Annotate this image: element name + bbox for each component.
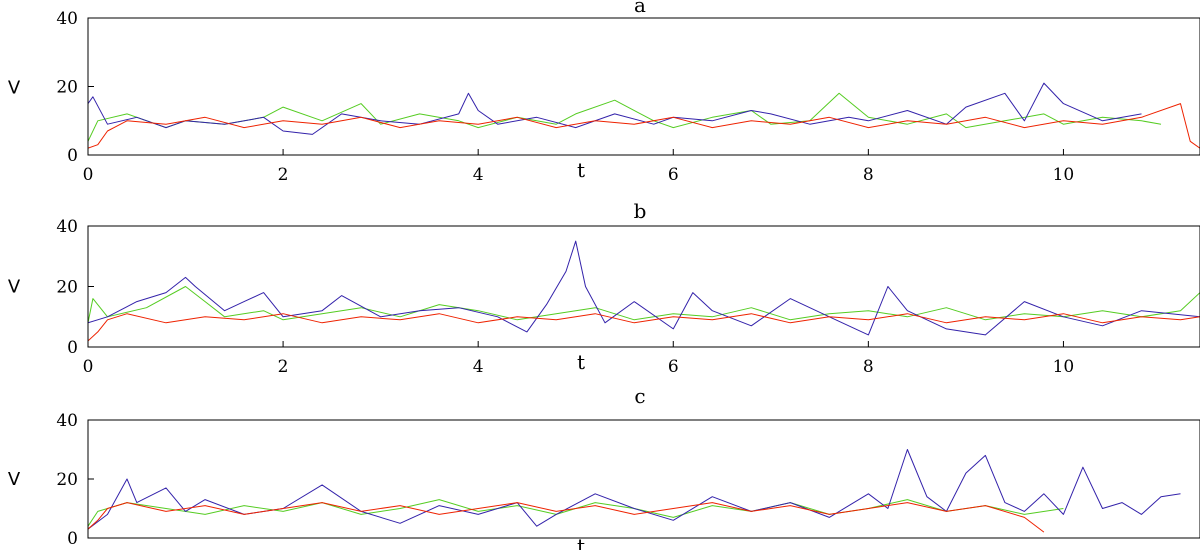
y-tick-label: 0 [67, 529, 78, 549]
series-line-2 [88, 240, 1200, 336]
y-tick-label: 40 [56, 217, 78, 237]
series-line-1 [88, 92, 1162, 142]
x-tick-label: 4 [473, 165, 484, 185]
series-line-3 [88, 502, 1045, 533]
series-group [88, 449, 1181, 533]
y-tick-label: 40 [56, 9, 78, 29]
x-tick-label: 10 [1053, 357, 1075, 377]
x-tick-label: 2 [278, 357, 289, 377]
series-group [88, 82, 1200, 149]
x-axis-label: t [577, 158, 585, 182]
series-line-3 [88, 313, 1200, 342]
plot-frame [87, 225, 1200, 348]
panel-title: c [634, 384, 645, 408]
series-line-2 [88, 82, 1142, 135]
x-tick-label: 4 [473, 357, 484, 377]
x-tick-label: 6 [668, 357, 679, 377]
x-tick-label: 0 [83, 165, 94, 185]
panels: a V 0 20 40 0 2 4 6 8 10 t b V 0 20 40 0 2 4 6 8 10 t c V 0 20 40 t [8, 0, 1200, 550]
y-tick-label: 0 [67, 146, 78, 166]
x-tick-label: 6 [668, 165, 679, 185]
x-axis-label: t [577, 534, 585, 550]
series-line-2 [88, 449, 1181, 530]
y-tick-label: 0 [67, 338, 78, 358]
y-tick-label: 20 [56, 470, 78, 490]
x-tick-label: 8 [863, 357, 874, 377]
y-tick-label: 20 [56, 78, 78, 98]
x-tick-label: 0 [83, 357, 94, 377]
series-line-3 [88, 103, 1200, 149]
series-line-1 [88, 286, 1200, 323]
panel-title: b [634, 199, 647, 223]
y-axis-label: V [8, 469, 21, 490]
y-tick-label: 40 [56, 411, 78, 431]
plot-frame [87, 419, 1200, 539]
x-tick-label: 8 [863, 165, 874, 185]
x-tick-label: 10 [1053, 165, 1075, 185]
x-tick-label: 2 [278, 165, 289, 185]
y-axis-label: V [8, 277, 21, 298]
y-axis-label: V [8, 77, 21, 98]
plot-frame [87, 17, 1200, 156]
y-tick-label: 20 [56, 278, 78, 298]
panel-title: a [634, 0, 646, 17]
x-axis-label: t [577, 350, 585, 374]
panel-a: a V 0 20 40 0 2 4 6 8 10 t [8, 0, 1200, 185]
panel-c: c V 0 20 40 t [8, 384, 1200, 550]
series-group [88, 240, 1200, 342]
panel-b: b V 0 20 40 0 2 4 6 8 10 t [8, 199, 1200, 377]
